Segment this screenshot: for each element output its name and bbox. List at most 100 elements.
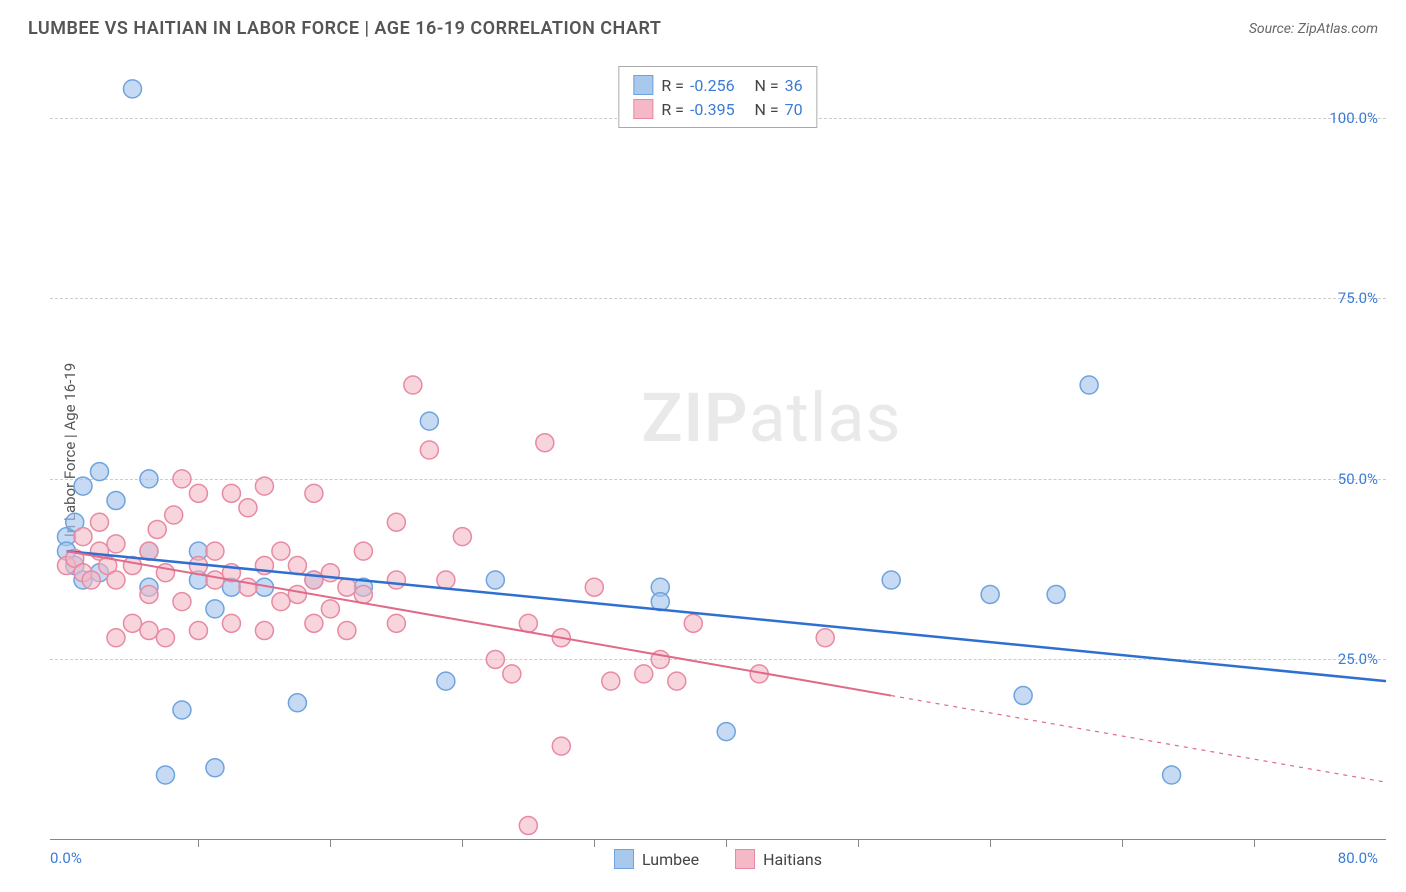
scatter-plot — [50, 60, 1386, 839]
x-tick — [330, 839, 331, 847]
chart-area: In Labor Force | Age 16-19 100.0%75.0%50… — [50, 60, 1386, 840]
data-point — [288, 694, 306, 712]
data-point — [453, 528, 471, 546]
data-point — [255, 477, 273, 495]
data-point — [816, 629, 834, 647]
legend-label: Haitians — [763, 850, 822, 869]
data-point — [189, 622, 207, 640]
stats-legend-row: R =-0.256 N =36 — [633, 73, 802, 97]
x-tick — [198, 839, 199, 847]
x-tick — [1122, 839, 1123, 847]
data-point — [668, 672, 686, 690]
data-point — [107, 629, 125, 647]
data-point — [74, 477, 92, 495]
legend-item: Haitians — [735, 849, 822, 869]
data-point — [206, 571, 224, 589]
data-point — [519, 817, 537, 835]
data-point — [156, 766, 174, 784]
data-point — [107, 492, 125, 510]
data-point — [354, 585, 372, 603]
data-point — [288, 557, 306, 575]
data-point — [503, 665, 521, 683]
data-point — [288, 585, 306, 603]
x-tick — [990, 839, 991, 847]
x-tick — [858, 839, 859, 847]
data-point — [148, 520, 166, 538]
data-point — [123, 614, 141, 632]
data-point — [1014, 687, 1032, 705]
data-point — [387, 571, 405, 589]
data-point — [437, 672, 455, 690]
data-point — [1163, 766, 1181, 784]
data-point — [82, 571, 100, 589]
data-point — [140, 622, 158, 640]
data-point — [222, 614, 240, 632]
data-point — [635, 665, 653, 683]
source-label: Source: ZipAtlas.com — [1249, 21, 1378, 37]
data-point — [552, 737, 570, 755]
stats-legend-row: R =-0.395 N =70 — [633, 97, 802, 121]
data-point — [222, 484, 240, 502]
data-point — [90, 463, 108, 481]
data-point — [338, 622, 356, 640]
data-point — [1047, 585, 1065, 603]
data-point — [321, 564, 339, 582]
data-point — [585, 578, 603, 596]
data-point — [486, 571, 504, 589]
x-tick — [1254, 839, 1255, 847]
x-tick — [726, 839, 727, 847]
data-point — [206, 759, 224, 777]
data-point — [338, 578, 356, 596]
legend-item: Lumbee — [614, 849, 699, 869]
data-point — [173, 701, 191, 719]
data-point — [437, 571, 455, 589]
data-point — [173, 593, 191, 611]
legend-swatch — [633, 75, 653, 95]
data-point — [519, 614, 537, 632]
data-point — [717, 723, 735, 741]
data-point — [107, 571, 125, 589]
data-point — [239, 499, 257, 517]
data-point — [189, 484, 207, 502]
x-tick — [462, 839, 463, 847]
data-point — [305, 614, 323, 632]
data-point — [321, 600, 339, 618]
data-point — [206, 542, 224, 560]
data-point — [123, 80, 141, 98]
data-point — [165, 506, 183, 524]
x-axis-end-label: 80.0% — [1338, 849, 1378, 867]
data-point — [1080, 376, 1098, 394]
data-point — [140, 470, 158, 488]
x-tick — [594, 839, 595, 847]
data-point — [156, 629, 174, 647]
data-point — [981, 585, 999, 603]
data-point — [420, 441, 438, 459]
legend-swatch — [633, 99, 653, 119]
data-point — [602, 672, 620, 690]
series-legend: Lumbee Haitians — [614, 849, 822, 869]
data-point — [404, 376, 422, 394]
data-point — [255, 622, 273, 640]
data-point — [387, 614, 405, 632]
trend-line — [66, 551, 891, 695]
data-point — [684, 614, 702, 632]
legend-swatch — [614, 849, 634, 869]
data-point — [90, 513, 108, 531]
data-point — [420, 412, 438, 430]
data-point — [305, 484, 323, 502]
trend-line — [66, 551, 1386, 681]
data-point — [536, 434, 554, 452]
chart-title: LUMBEE VS HAITIAN IN LABOR FORCE | AGE 1… — [28, 18, 661, 39]
data-point — [107, 535, 125, 553]
data-point — [173, 470, 191, 488]
data-point — [74, 528, 92, 546]
x-axis-origin-label: 0.0% — [50, 849, 82, 867]
data-point — [272, 593, 290, 611]
legend-swatch — [735, 849, 755, 869]
trend-line-dashed — [891, 696, 1386, 783]
stats-legend: R =-0.256 N =36R =-0.395 N =70 — [618, 66, 817, 128]
data-point — [140, 585, 158, 603]
data-point — [272, 542, 290, 560]
data-point — [354, 542, 372, 560]
legend-label: Lumbee — [642, 850, 699, 869]
